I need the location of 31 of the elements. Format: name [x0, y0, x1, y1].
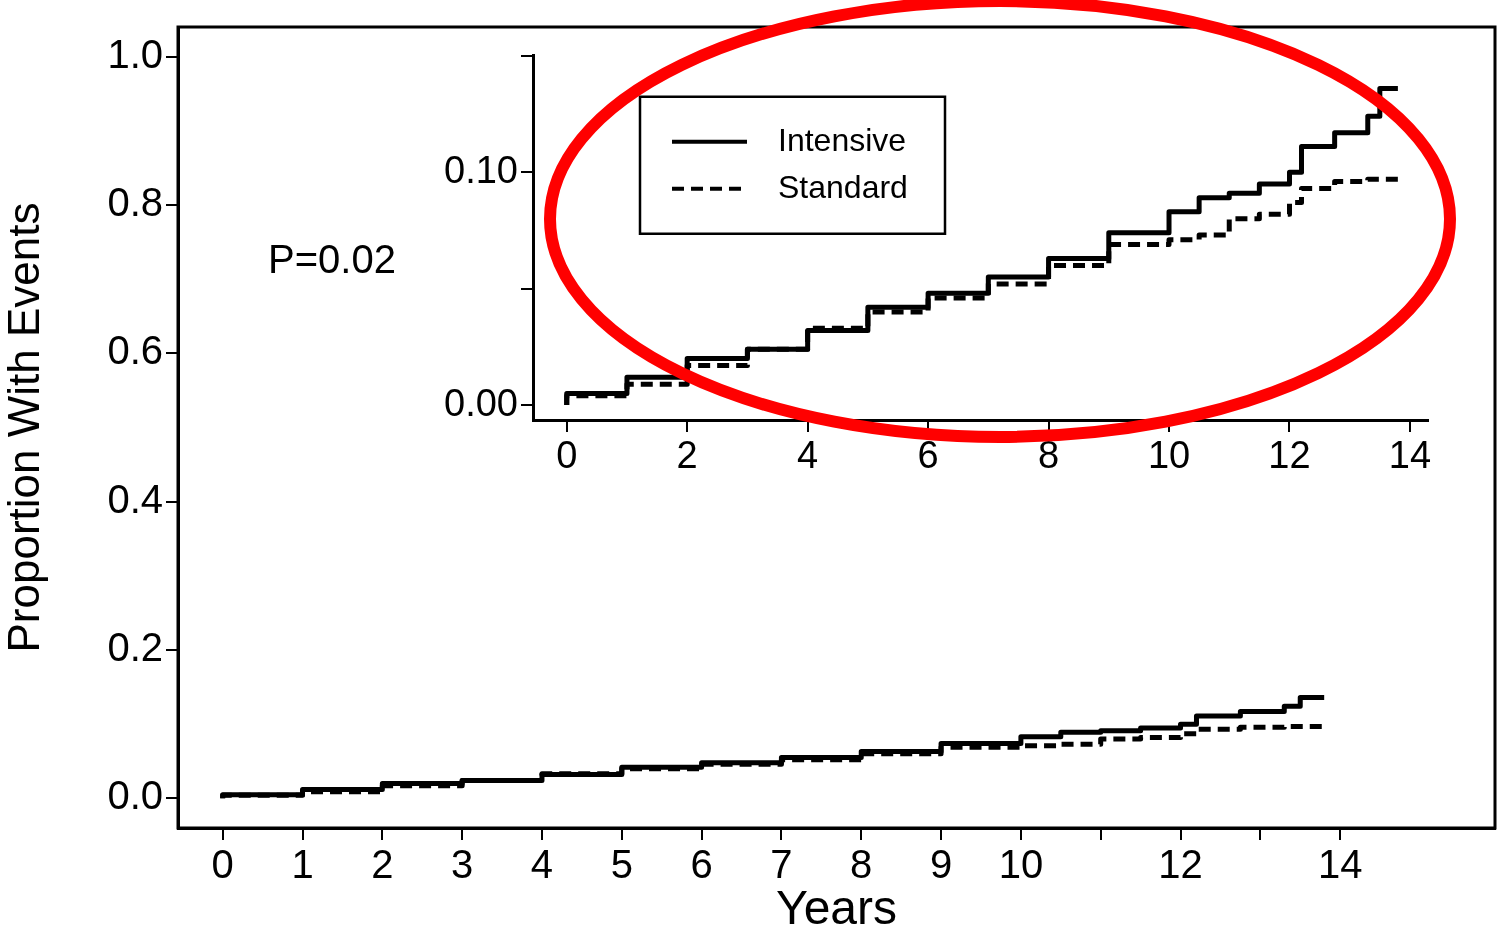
legend-label: Intensive: [778, 121, 907, 158]
y-tick-label: 0.4: [107, 476, 163, 521]
x-tick-label: 2: [371, 842, 394, 887]
x-tick-label: 8: [1037, 434, 1060, 477]
x-tick-label: 10: [1147, 434, 1191, 477]
x-tick-label: 14: [1388, 434, 1432, 477]
y-tick-label: 0.00: [444, 381, 518, 424]
y-tick-label: 0.2: [107, 625, 163, 670]
x-tick-label: 4: [797, 434, 819, 477]
x-tick-label: 9: [929, 842, 953, 887]
x-tick-label: 2: [676, 434, 698, 477]
x-tick-label: 6: [917, 434, 939, 477]
y-axis-title: Proportion With Events: [0, 202, 48, 653]
y-tick-label: 0.6: [107, 328, 163, 373]
y-tick-label: 1.0: [107, 31, 163, 76]
y-tick-label: 0.10: [444, 148, 518, 191]
x-tick-label: 12: [1268, 434, 1311, 477]
x-tick-label: 10: [998, 842, 1044, 887]
x-tick-label: 4: [530, 842, 554, 887]
legend-label: Standard: [778, 168, 908, 205]
y-tick-label: 0.8: [107, 180, 163, 225]
x-tick-label: 0: [556, 434, 578, 477]
annotation: P=0.02: [268, 237, 396, 282]
x-tick-label: 6: [690, 842, 713, 887]
x-tick-label: 5: [610, 842, 633, 887]
x-tick-label: 12: [1158, 842, 1203, 887]
x-tick-label: 14: [1317, 842, 1363, 887]
x-tick-label: 3: [451, 842, 474, 887]
x-tick-label: 1: [291, 842, 314, 887]
y-tick-label: 0.0: [107, 773, 163, 818]
x-tick-label: 0: [211, 842, 234, 887]
